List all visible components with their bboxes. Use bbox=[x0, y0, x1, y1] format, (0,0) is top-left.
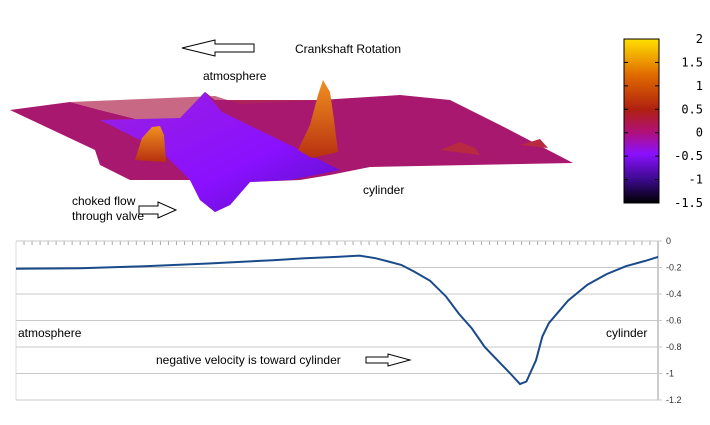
y-tick-label: -1 bbox=[666, 369, 674, 379]
choked-flow-label-2: through valve bbox=[72, 209, 144, 223]
surface-peak-2 bbox=[298, 80, 338, 158]
colorbar-tick-label: -1 bbox=[689, 173, 703, 187]
surface-bump-right bbox=[440, 139, 548, 155]
y-tick-label: 0 bbox=[666, 236, 671, 246]
y-tick-label: -0.4 bbox=[666, 289, 682, 299]
surface-valley bbox=[100, 92, 340, 212]
atmosphere-label-top: atmosphere bbox=[203, 69, 267, 83]
y-tick-label: -0.8 bbox=[666, 342, 682, 352]
arrow-right-icon-bottom bbox=[365, 353, 412, 367]
colorbar: 2 1.5 1 0.5 0 -0.5 -1 -1.5 bbox=[623, 32, 703, 210]
surface-peak-1 bbox=[135, 126, 166, 162]
colorbar-tick-label: 2 bbox=[696, 32, 703, 46]
surface-plot bbox=[10, 80, 573, 212]
atmosphere-label-bottom: atmosphere bbox=[18, 326, 82, 340]
y-tick-label: -0.2 bbox=[666, 263, 682, 273]
colorbar-tick-label: 0 bbox=[696, 126, 703, 140]
cylinder-label-top: cylinder bbox=[363, 183, 404, 197]
velocity-line bbox=[15, 254, 659, 386]
cylinder-label-bottom: cylinder bbox=[606, 326, 647, 340]
y-tick-label: -0.6 bbox=[666, 316, 682, 326]
colorbar-tick-label: 1 bbox=[696, 79, 703, 93]
crankshaft-rotation-label: Crankshaft Rotation bbox=[295, 42, 401, 56]
colorbar-tick-label: -0.5 bbox=[674, 149, 703, 163]
choked-flow-label-1: choked flow bbox=[72, 194, 136, 208]
line-chart: 0 -0.2 -0.4 -0.6 -0.8 -1 -1.2 atmosphere cylin… bbox=[15, 236, 682, 405]
arrow-right-icon bbox=[138, 201, 178, 219]
y-tick-label: -1.2 bbox=[666, 395, 682, 405]
surface-ridge-top bbox=[70, 92, 320, 120]
velocity-note: negative velocity is toward cylinder bbox=[156, 353, 341, 367]
colorbar-tick-label: -1.5 bbox=[674, 196, 703, 210]
arrow-left-icon bbox=[181, 39, 255, 57]
colorbar-tick-label: 0.5 bbox=[681, 102, 703, 116]
colorbar-tick-label: 1.5 bbox=[681, 55, 703, 69]
